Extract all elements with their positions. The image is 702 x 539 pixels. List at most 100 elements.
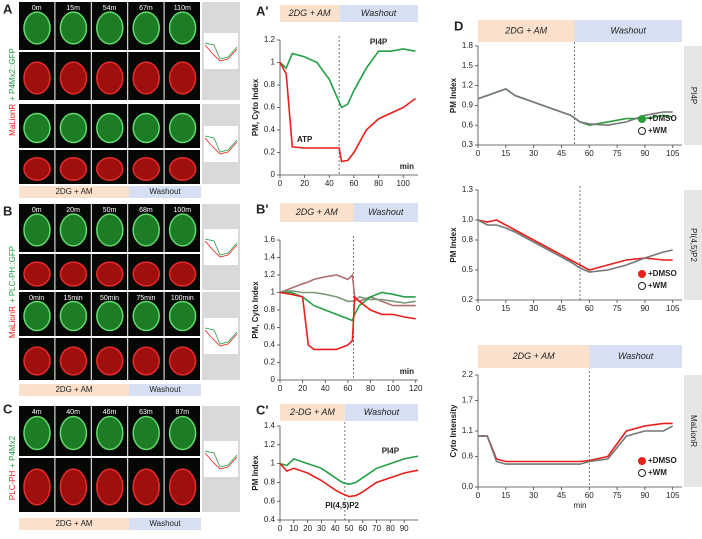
x-tick-label: 70 bbox=[372, 524, 381, 533]
x-tick-label: 105 bbox=[666, 491, 680, 500]
x-tick-label: 30 bbox=[529, 491, 538, 500]
inset-trace bbox=[204, 135, 238, 153]
x-tick-label: 80 bbox=[386, 524, 395, 533]
condition-label: 2DG + AM bbox=[55, 519, 92, 528]
header-label: 2DG + AM bbox=[288, 8, 331, 18]
cell bbox=[23, 300, 51, 332]
y-tick-label: 0 bbox=[271, 170, 276, 179]
y-tick-label: 0.8 bbox=[264, 478, 276, 487]
x-tick-label: 80 bbox=[366, 384, 375, 393]
inset-plot bbox=[204, 229, 238, 265]
cell bbox=[59, 415, 88, 451]
y-tick-label: 0.8 bbox=[462, 235, 474, 244]
cell bbox=[168, 346, 197, 376]
cell bbox=[168, 261, 197, 287]
x-tick-label: 90 bbox=[400, 524, 409, 533]
legend-label: +WM bbox=[648, 281, 667, 290]
series-line bbox=[477, 219, 673, 271]
cell bbox=[168, 157, 197, 181]
header-bar bbox=[478, 20, 575, 42]
legend-label: +DMSO bbox=[648, 456, 677, 465]
x-tick-label: 80 bbox=[374, 179, 383, 188]
x-axis-label: min bbox=[574, 501, 587, 510]
cell bbox=[59, 112, 88, 144]
header-bar bbox=[344, 404, 418, 421]
side-label-bg bbox=[684, 46, 702, 145]
x-tick-label: 75 bbox=[613, 491, 622, 500]
side-label: PI(4,5)P2 bbox=[689, 228, 698, 262]
y-tick-label: 0.5 bbox=[462, 265, 474, 274]
legend-label: +DMSO bbox=[648, 269, 677, 278]
series-label: PI4P bbox=[370, 37, 388, 46]
series-label: PI(4,5)P2 bbox=[325, 501, 359, 510]
y-tick-label: 0.8 bbox=[264, 80, 276, 89]
legend-marker bbox=[638, 457, 646, 465]
probe-green: + P4Mx2 bbox=[8, 435, 17, 467]
x-tick-label: 40 bbox=[331, 524, 340, 533]
x-tick-label: 60 bbox=[343, 384, 352, 393]
y-tick-label: 0.2 bbox=[264, 148, 276, 157]
x-tick-label: 20 bbox=[303, 524, 312, 533]
x-tick-label: 30 bbox=[529, 304, 538, 313]
cell bbox=[132, 61, 160, 95]
series-label: PI4P bbox=[382, 447, 400, 456]
x-tick-label: 30 bbox=[317, 524, 326, 533]
legend-marker bbox=[638, 270, 646, 278]
cell bbox=[132, 213, 160, 247]
header-label: 2-DG + AM bbox=[289, 407, 335, 417]
y-tick-label: 1.2 bbox=[462, 81, 474, 90]
inset-trace bbox=[204, 44, 238, 62]
time-label: 15m bbox=[66, 5, 80, 12]
series-label: ATP bbox=[297, 135, 313, 144]
y-tick-label: 0.6 bbox=[264, 323, 276, 332]
cell bbox=[96, 300, 124, 332]
header-label: Washout bbox=[361, 8, 397, 18]
y-tick-label: 1.0 bbox=[462, 215, 474, 224]
y-axis-label: PM Index bbox=[251, 455, 260, 491]
condition-bar bbox=[129, 518, 201, 530]
header-label: 2DG + AM bbox=[504, 25, 547, 35]
condition-bar bbox=[129, 384, 201, 396]
cell bbox=[23, 468, 51, 506]
inset-plot bbox=[204, 33, 238, 69]
legend-label: +WM bbox=[648, 468, 667, 477]
time-label: 20m bbox=[66, 207, 80, 214]
x-tick-label: 60 bbox=[358, 524, 367, 533]
header-bar bbox=[574, 20, 682, 42]
time-label: 100m bbox=[174, 207, 192, 214]
condition-label: Washout bbox=[149, 519, 181, 528]
side-label-bg bbox=[684, 190, 702, 300]
cell bbox=[132, 157, 160, 181]
y-tick-label: 1.2 bbox=[264, 440, 276, 449]
cell bbox=[168, 415, 197, 451]
x-tick-label: 45 bbox=[557, 149, 566, 158]
cell bbox=[59, 261, 88, 287]
inset-plot bbox=[204, 126, 238, 162]
header-bar bbox=[353, 203, 418, 222]
time-label: 50m bbox=[103, 207, 117, 214]
cell bbox=[23, 157, 51, 181]
cell bbox=[168, 61, 197, 95]
series-line bbox=[279, 48, 416, 109]
x-tick-label: 40 bbox=[325, 179, 334, 188]
panel-label: B' bbox=[256, 201, 268, 216]
cell bbox=[132, 468, 160, 506]
x-tick-label: 0 bbox=[476, 491, 481, 500]
cell bbox=[23, 112, 51, 144]
series-line bbox=[279, 273, 416, 307]
x-tick-label: 75 bbox=[613, 149, 622, 158]
y-tick-label: 1.3 bbox=[462, 185, 474, 194]
series-line bbox=[279, 463, 419, 498]
x-tick-label: 15 bbox=[501, 304, 510, 313]
cell bbox=[168, 213, 197, 247]
x-tick-label: 90 bbox=[640, 304, 649, 313]
y-tick-label: 0.9 bbox=[462, 101, 474, 110]
cell bbox=[168, 300, 197, 332]
cell bbox=[23, 11, 51, 45]
time-label: 0m bbox=[32, 5, 42, 12]
cell bbox=[59, 300, 88, 332]
y-axis-label: PM, Cyto Index bbox=[251, 78, 260, 136]
cell bbox=[132, 11, 160, 45]
y-tick-label: 0.3 bbox=[462, 140, 474, 149]
